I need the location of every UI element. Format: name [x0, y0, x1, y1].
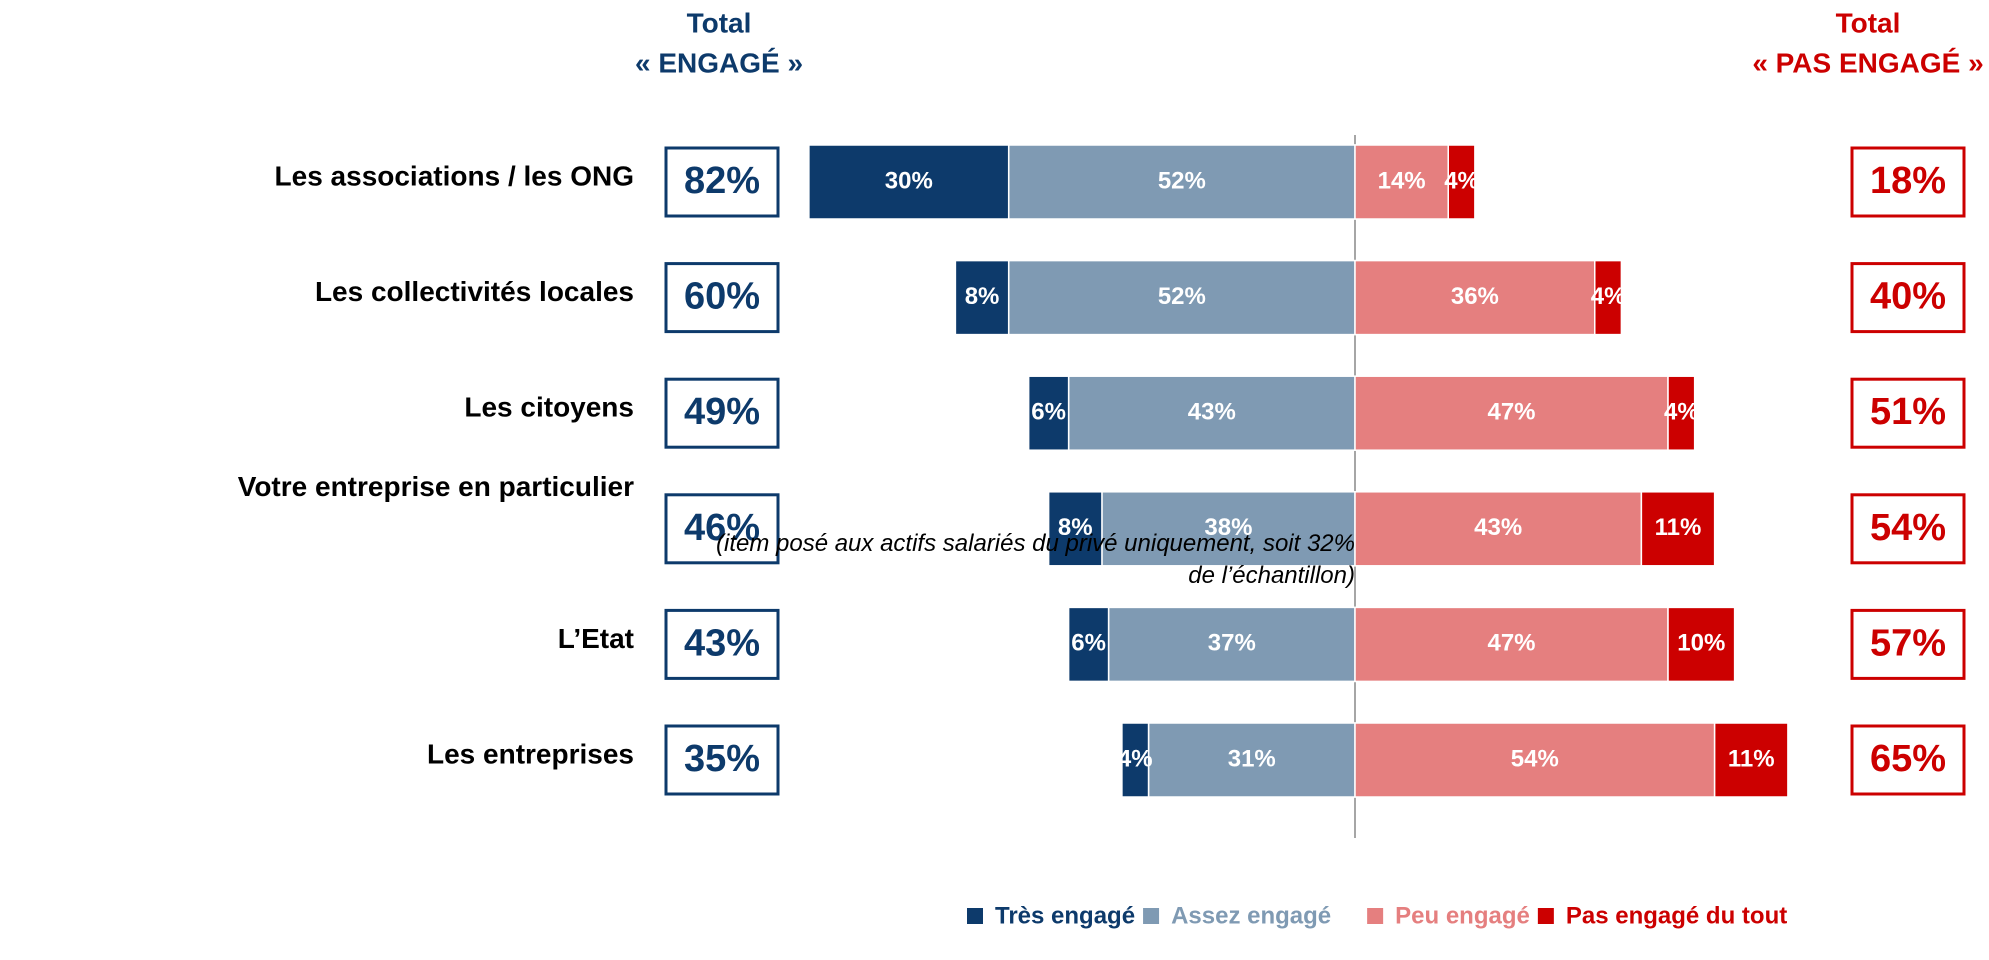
- value-label: 36%: [1451, 283, 1499, 310]
- category-label: Les entreprises: [427, 738, 634, 769]
- legend-swatch: [967, 908, 983, 924]
- header-left: « ENGAGÉ »: [635, 47, 803, 78]
- category-label: Les associations / les ONG: [275, 160, 634, 191]
- total-box: [664, 377, 780, 449]
- total-box: [1850, 724, 1966, 796]
- category-label: Les collectivités locales: [315, 276, 634, 307]
- value-label: 4%: [1591, 283, 1626, 310]
- bar-segment: [1354, 606, 1669, 683]
- value-label: 54%: [1511, 745, 1559, 772]
- value-label: 43%: [1188, 399, 1236, 426]
- value-label: 52%: [1158, 167, 1206, 194]
- bar-segment: [1354, 491, 1643, 567]
- bar-segment: [1594, 259, 1623, 336]
- header-right: Total: [1836, 7, 1901, 38]
- total-label: 40%: [1870, 276, 1946, 318]
- bar-segment: [1667, 375, 1696, 451]
- bar-segment: [1640, 491, 1716, 567]
- legend-label: Peu engagé: [1395, 902, 1530, 929]
- total-label: 18%: [1870, 160, 1946, 202]
- total-box: [1850, 146, 1966, 218]
- legend-swatch: [1143, 908, 1160, 924]
- bar-segment: [1447, 144, 1476, 220]
- value-label: 47%: [1487, 630, 1535, 657]
- total-box: [664, 724, 780, 796]
- bar-segment: [954, 259, 1010, 336]
- value-label: 4%: [1118, 745, 1153, 772]
- total-box: [1850, 262, 1966, 334]
- total-box: [1850, 608, 1966, 680]
- bar-segment: [1354, 144, 1449, 220]
- value-label: 52%: [1158, 283, 1206, 310]
- bar-segment: [808, 144, 1010, 220]
- value-label: 47%: [1487, 399, 1535, 426]
- total-label: 49%: [684, 391, 760, 433]
- value-label: 6%: [1071, 630, 1106, 657]
- value-label: 37%: [1208, 630, 1256, 657]
- total-label: 82%: [684, 160, 760, 202]
- category-label: L’Etat: [558, 623, 634, 654]
- bar-segment: [1107, 606, 1356, 683]
- header-right: « PAS ENGAGÉ »: [1752, 47, 1983, 78]
- total-label: 60%: [684, 276, 760, 318]
- value-label: 14%: [1378, 167, 1426, 194]
- legend-label: Assez engagé: [1171, 902, 1331, 929]
- bar-segment: [1007, 144, 1356, 220]
- category-label: Votre entreprise en particulier: [238, 471, 634, 502]
- category-annotation: (item posé aux actifs salariés du privé …: [716, 530, 1355, 589]
- total-box: [1850, 377, 1966, 449]
- value-label: 30%: [885, 167, 933, 194]
- bar-segment: [1713, 722, 1789, 798]
- legend-label: Très engagé: [995, 902, 1135, 929]
- value-label: 11%: [1655, 514, 1702, 541]
- bar-segment: [1047, 491, 1103, 567]
- value-label: 31%: [1228, 745, 1276, 772]
- value-label: 6%: [1031, 399, 1066, 426]
- value-label: 11%: [1728, 745, 1775, 772]
- total-label: 43%: [684, 622, 760, 664]
- total-label: 51%: [1870, 391, 1946, 433]
- value-label: 4%: [1664, 399, 1699, 426]
- total-label: 35%: [684, 738, 760, 780]
- bar-segment: [1027, 375, 1070, 451]
- total-box: [1850, 493, 1966, 565]
- value-label: 43%: [1474, 514, 1522, 541]
- header-left: Total: [687, 7, 752, 38]
- total-box: [664, 262, 780, 334]
- bar-segment: [1354, 259, 1596, 336]
- value-label: 8%: [965, 283, 1000, 310]
- bar-segment: [1667, 606, 1736, 683]
- total-box: [664, 146, 780, 218]
- category-label: Les citoyens: [464, 392, 634, 423]
- bar-segment: [1067, 606, 1110, 683]
- total-box: [664, 493, 780, 565]
- total-label: 65%: [1870, 738, 1946, 780]
- value-label: 8%: [1058, 514, 1093, 541]
- value-label: 38%: [1204, 514, 1252, 541]
- total-label: 54%: [1870, 507, 1946, 549]
- legend-swatch: [1537, 908, 1554, 924]
- bar-segment: [1101, 491, 1356, 567]
- value-label: 10%: [1677, 630, 1725, 657]
- legend-swatch: [1367, 908, 1384, 924]
- legend-label: Pas engagé du tout: [1566, 902, 1787, 929]
- total-label: 46%: [684, 507, 760, 549]
- bar-segment: [1354, 375, 1669, 451]
- value-label: 4%: [1444, 167, 1479, 194]
- bar-segment: [1121, 722, 1150, 798]
- bar-segment: [1354, 722, 1716, 798]
- total-box: [664, 608, 780, 680]
- total-label: 57%: [1870, 622, 1946, 664]
